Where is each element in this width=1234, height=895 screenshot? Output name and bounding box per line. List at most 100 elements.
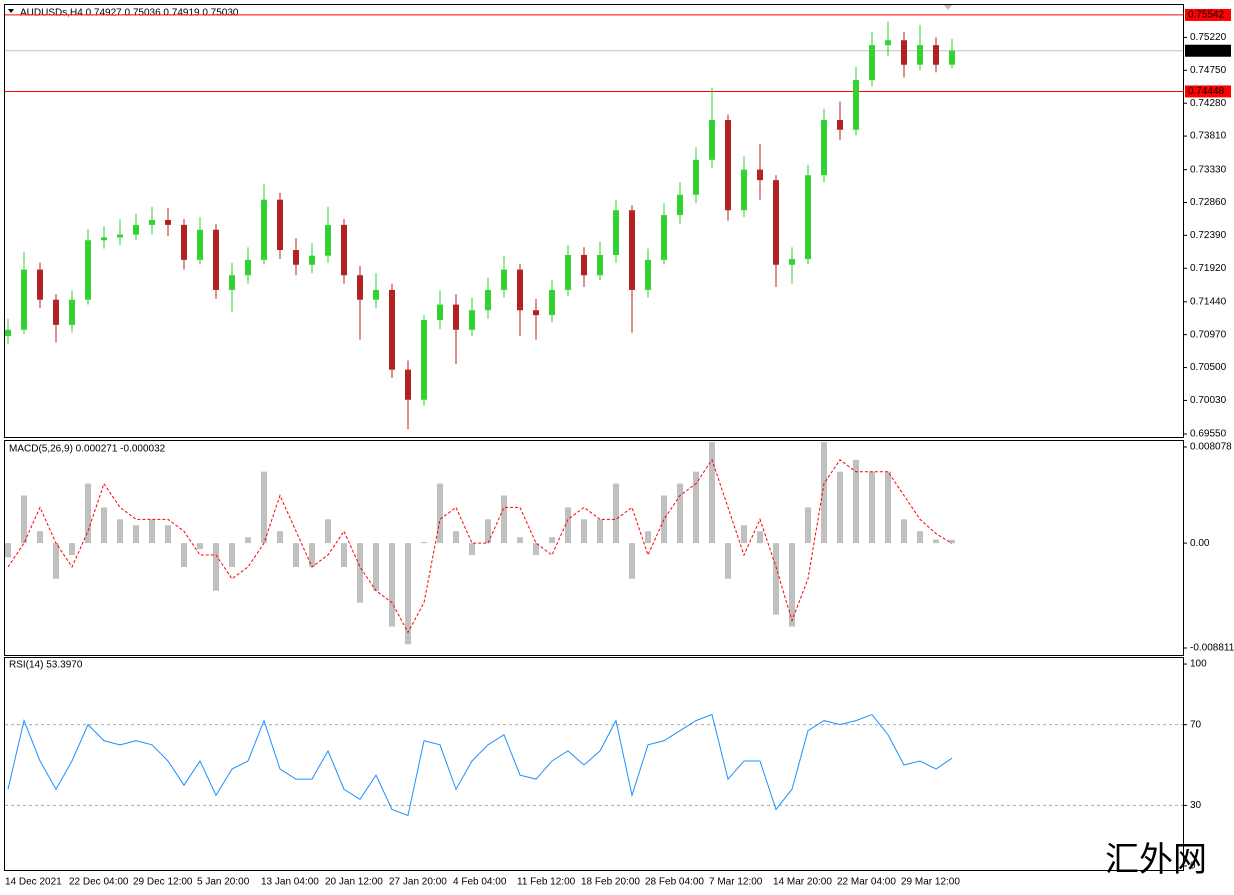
candle-body [101, 237, 107, 241]
candle-body [533, 310, 539, 316]
histogram-bar [165, 525, 171, 544]
histogram-bar [53, 543, 59, 579]
histogram-bar [629, 543, 635, 579]
histogram-bar [229, 543, 235, 567]
candle-body [293, 250, 299, 265]
price-label-box [1185, 8, 1231, 21]
histogram-bar [565, 507, 571, 544]
histogram-bar [517, 537, 523, 544]
candle-body [149, 219, 155, 225]
histogram-bar [149, 519, 155, 544]
histogram-bar [917, 531, 923, 544]
histogram-bar [325, 519, 331, 544]
histogram-bar [197, 543, 203, 550]
candle-body [565, 254, 571, 290]
histogram-bar [821, 441, 827, 544]
x-tick-label: 11 Feb 12:00 [517, 877, 576, 888]
candle-body [549, 289, 555, 316]
candle-body [341, 224, 347, 276]
histogram-bar [357, 543, 363, 603]
y-tick-label: 0.75220 [1190, 32, 1227, 43]
candle-body [21, 269, 27, 330]
histogram-bar [805, 507, 811, 544]
signal-line [7, 458, 953, 634]
histogram-bar [101, 507, 107, 544]
y-tick-label: 0.74280 [1190, 98, 1227, 109]
candle-body [693, 159, 699, 195]
histogram-bar [901, 519, 907, 544]
x-tick-label: 22 Mar 04:00 [837, 877, 896, 888]
candle-body [37, 269, 43, 300]
histogram-bar [661, 495, 667, 544]
candle-body [597, 254, 603, 276]
histogram-bar [693, 471, 699, 544]
candle-body [5, 329, 11, 337]
candle-body [373, 289, 379, 300]
x-tick-label: 29 Dec 12:00 [133, 877, 193, 888]
x-tick-label: 28 Feb 04:00 [645, 877, 704, 888]
x-tick-label: 18 Feb 20:00 [581, 877, 640, 888]
candle-body [645, 259, 651, 290]
histogram-bar [261, 471, 267, 544]
y-tick-label: 0.71440 [1190, 296, 1227, 307]
x-tick-label: 27 Jan 20:00 [389, 877, 447, 888]
histogram-bar [613, 483, 619, 544]
x-tick-label: 5 Jan 20:00 [197, 877, 250, 888]
candle-body [901, 40, 907, 65]
candle-body [197, 229, 203, 260]
candle-body [741, 169, 747, 211]
candle-body [277, 199, 283, 251]
histogram-bar [597, 519, 603, 544]
histogram-bar [549, 537, 555, 544]
histogram-bar [501, 495, 507, 544]
candle-body [453, 304, 459, 330]
price-label: 0.75542 [1188, 10, 1225, 21]
histogram-bar [69, 543, 75, 556]
price-label-box [1185, 85, 1231, 98]
x-tick-label: 29 Mar 12:00 [901, 877, 960, 888]
candle-body [325, 224, 331, 256]
histogram-bar [277, 531, 283, 544]
histogram-bar [469, 543, 475, 556]
y-tick-label: 0.69550 [1190, 429, 1227, 440]
y-tick-label: 0.008078 [1190, 442, 1232, 453]
histogram-bar [117, 519, 123, 544]
histogram-bar [245, 537, 251, 544]
candle-body [309, 255, 315, 265]
x-tick-label: 4 Feb 04:00 [453, 877, 507, 888]
histogram-bar [453, 531, 459, 544]
pane-title: RSI(14) 53.3970 [9, 660, 83, 671]
candle-body [69, 299, 75, 325]
candle-body [213, 229, 219, 290]
rsi-line [7, 713, 953, 817]
histogram-bar [757, 531, 763, 544]
histogram-bar [725, 543, 731, 579]
candle-body [485, 289, 491, 311]
histogram-bar [293, 543, 299, 567]
x-tick-label: 14 Mar 20:00 [773, 877, 832, 888]
candle-body [501, 269, 507, 290]
candle-body [245, 259, 251, 276]
histogram-bar [837, 471, 843, 544]
x-tick-label: 14 Dec 2021 [5, 877, 62, 888]
y-tick-label: 70 [1190, 719, 1202, 730]
histogram-bar [677, 483, 683, 544]
candle-body [613, 210, 619, 255]
histogram-bar [933, 539, 939, 544]
y-tick-label: 0.70030 [1190, 395, 1227, 406]
candle-body [581, 254, 587, 276]
x-tick-label: 22 Dec 04:00 [69, 877, 129, 888]
histogram-bar [773, 543, 779, 615]
x-tick-label: 13 Jan 04:00 [261, 877, 319, 888]
candle-body [181, 224, 187, 260]
candle-body [725, 119, 731, 211]
pane-title: AUDUSDs,H4 0.74927 0.75036 0.74919 0.750… [20, 8, 239, 19]
y-tick-label: 0.73810 [1190, 131, 1227, 142]
y-tick-label: 0.70500 [1190, 362, 1227, 373]
menu-arrow[interactable] [8, 9, 14, 13]
histogram-bar [85, 483, 91, 544]
candle-body [789, 259, 795, 265]
candle-body [229, 275, 235, 290]
y-tick-label: 0.72390 [1190, 230, 1227, 241]
